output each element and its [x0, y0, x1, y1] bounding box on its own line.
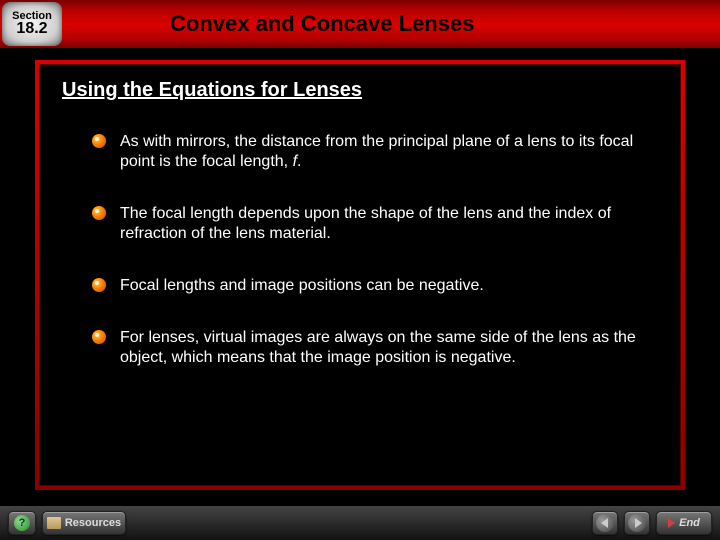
- section-number: 18.2: [16, 20, 47, 38]
- end-arrow-icon: [668, 518, 675, 528]
- resources-button[interactable]: Resources: [42, 511, 126, 535]
- end-button[interactable]: End: [656, 511, 712, 535]
- prev-icon: [596, 514, 614, 532]
- list-item: Focal lengths and image positions can be…: [92, 276, 640, 296]
- next-button[interactable]: [624, 511, 650, 535]
- bullet-text: Focal lengths and image positions can be…: [120, 276, 484, 296]
- page-title: Convex and Concave Lenses: [170, 11, 474, 37]
- bullet-text: As with mirrors, the distance from the p…: [120, 132, 640, 172]
- list-item: The focal length depends upon the shape …: [92, 204, 640, 244]
- next-icon: [628, 514, 646, 532]
- bullet-text: For lenses, virtual images are always on…: [120, 328, 640, 368]
- section-badge: Section 18.2: [2, 2, 62, 46]
- resources-text: Resources: [65, 517, 121, 529]
- bullet-text: The focal length depends upon the shape …: [120, 204, 640, 244]
- content-inner: Using the Equations for Lenses As with m…: [39, 64, 681, 486]
- help-button[interactable]: ?: [8, 511, 36, 535]
- prev-button[interactable]: [592, 511, 618, 535]
- end-text: End: [679, 517, 700, 529]
- footer-bar: ? Resources End: [0, 506, 720, 540]
- bullet-icon: [92, 134, 106, 148]
- list-item: As with mirrors, the distance from the p…: [92, 132, 640, 172]
- bullet-list: As with mirrors, the distance from the p…: [40, 102, 680, 368]
- book-icon: [47, 517, 61, 529]
- help-icon: ?: [14, 515, 30, 531]
- header-bar: Section 18.2 Convex and Concave Lenses: [0, 0, 720, 48]
- bullet-icon: [92, 278, 106, 292]
- bullet-icon: [92, 206, 106, 220]
- subtitle: Using the Equations for Lenses: [40, 65, 680, 102]
- list-item: For lenses, virtual images are always on…: [92, 328, 640, 368]
- bullet-icon: [92, 330, 106, 344]
- content-frame: Using the Equations for Lenses As with m…: [35, 60, 685, 490]
- end-label: End: [668, 517, 700, 529]
- resources-label: Resources: [47, 517, 121, 529]
